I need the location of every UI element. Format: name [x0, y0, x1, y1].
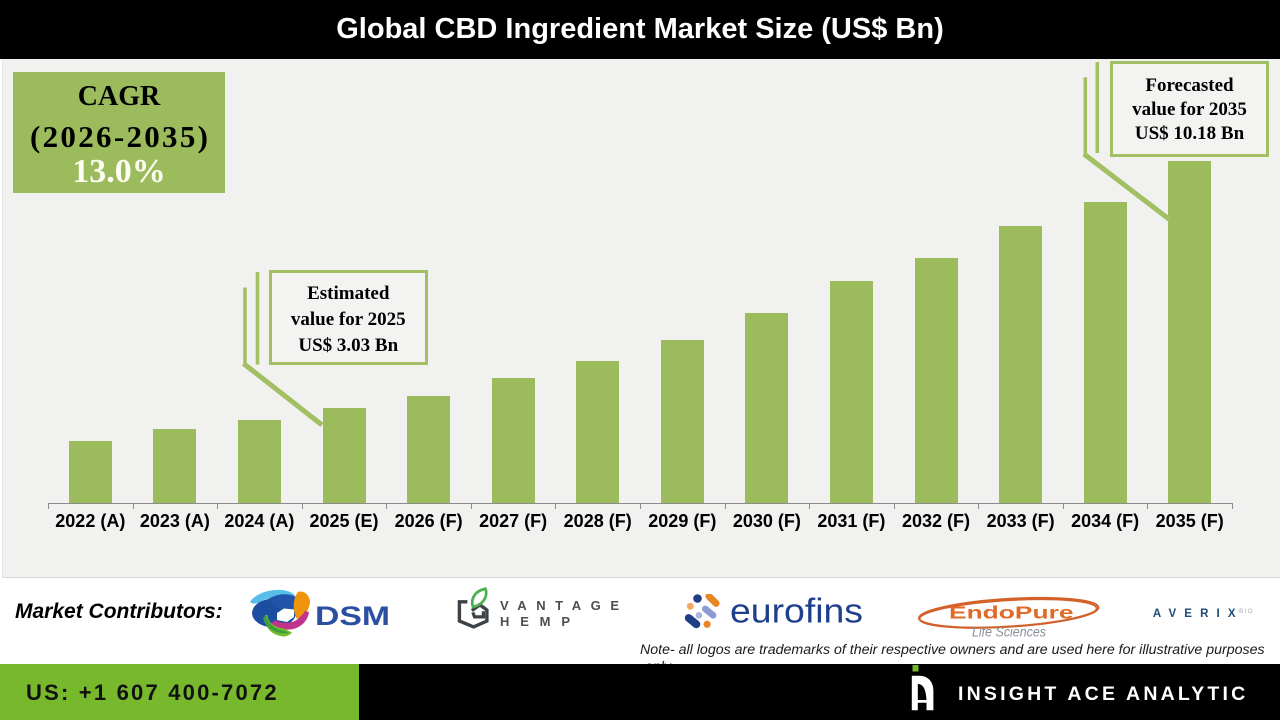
svg-text:HEMP: HEMP	[500, 614, 570, 629]
svg-text:VANTAGE: VANTAGE	[500, 598, 619, 613]
svg-text:EndoPure: EndoPure	[949, 603, 1074, 623]
svg-text:DSM: DSM	[315, 601, 390, 631]
svg-text:INSIGHT ACE ANALYTIC: INSIGHT ACE ANALYTIC	[958, 683, 1248, 705]
svg-text:eurofins: eurofins	[730, 594, 863, 631]
svg-text:AVERIX: AVERIX	[1153, 608, 1236, 620]
svg-text:Life Sciences: Life Sciences	[972, 625, 1046, 640]
svg-text:BIO: BIO	[1239, 608, 1254, 615]
